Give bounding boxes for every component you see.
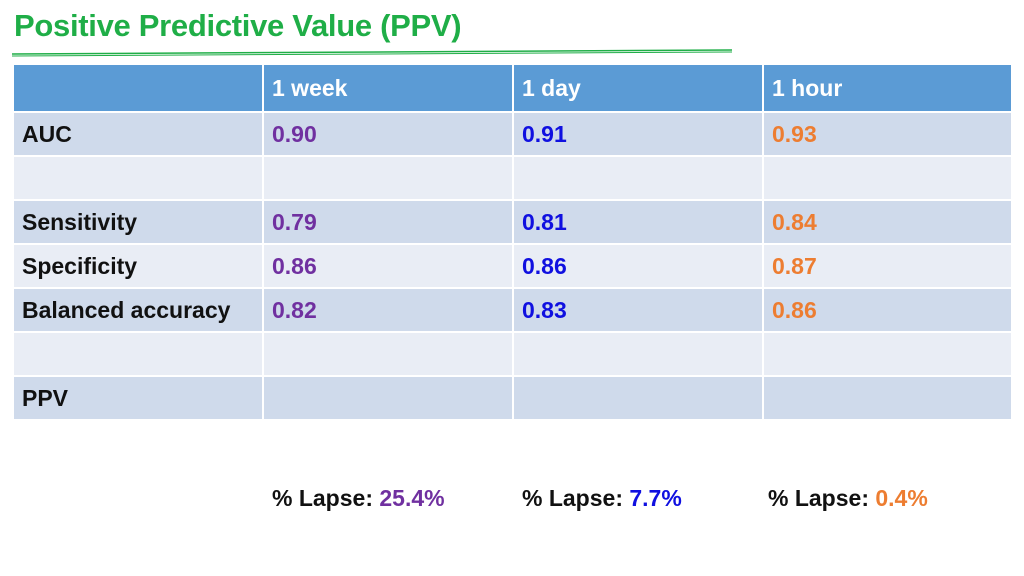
cell-week <box>262 331 514 377</box>
cell-day: 0.91 <box>512 111 764 157</box>
cell-day: 0.83 <box>512 287 764 333</box>
cell-hour: 0.86 <box>762 287 1013 333</box>
cell-hour: 0.84 <box>762 199 1013 245</box>
lapse-hour: % Lapse: 0.4% <box>768 485 928 512</box>
lapse-label: % Lapse: <box>272 485 380 511</box>
row-label <box>12 155 264 201</box>
cell-day <box>512 155 764 201</box>
lapse-value: 0.4% <box>875 485 928 511</box>
title-underline <box>12 49 732 57</box>
cell-day <box>512 331 764 377</box>
row-label: Balanced accuracy <box>12 287 264 333</box>
lapse-label: % Lapse: <box>768 485 876 511</box>
table-row-blank <box>12 155 1013 201</box>
cell-hour <box>762 331 1013 377</box>
table-row-sensitivity: Sensitivity 0.79 0.81 0.84 <box>12 199 1013 245</box>
cell-week <box>262 155 514 201</box>
table-header-row: 1 week 1 day 1 hour <box>12 63 1013 113</box>
metrics-table: 1 week 1 day 1 hour AUC 0.90 0.91 0.93 S… <box>12 63 1013 421</box>
table-row-specificity: Specificity 0.86 0.86 0.87 <box>12 243 1013 289</box>
cell-week: 0.79 <box>262 199 514 245</box>
header-cell-1-hour: 1 hour <box>762 63 1013 113</box>
table-row-ppv: PPV <box>12 375 1013 421</box>
page-title: Positive Predictive Value (PPV) <box>14 8 462 43</box>
lapse-week: % Lapse: 25.4% <box>272 485 445 512</box>
cell-hour <box>762 375 1013 421</box>
row-label: AUC <box>12 111 264 157</box>
cell-day: 0.81 <box>512 199 764 245</box>
table-row-balanced-accuracy: Balanced accuracy 0.82 0.83 0.86 <box>12 287 1013 333</box>
cell-hour: 0.87 <box>762 243 1013 289</box>
cell-week <box>262 375 514 421</box>
header-cell-1-week: 1 week <box>262 63 514 113</box>
cell-week: 0.82 <box>262 287 514 333</box>
lapse-day: % Lapse: 7.7% <box>522 485 682 512</box>
lapse-value: 7.7% <box>629 485 682 511</box>
row-label <box>12 331 264 377</box>
table-row-blank <box>12 331 1013 377</box>
table-row-auc: AUC 0.90 0.91 0.93 <box>12 111 1013 157</box>
cell-week: 0.90 <box>262 111 514 157</box>
row-label: Specificity <box>12 243 264 289</box>
header-cell-blank <box>12 63 264 113</box>
cell-hour <box>762 155 1013 201</box>
row-label: PPV <box>12 375 264 421</box>
cell-week: 0.86 <box>262 243 514 289</box>
cell-hour: 0.93 <box>762 111 1013 157</box>
lapse-label: % Lapse: <box>522 485 630 511</box>
header-cell-1-day: 1 day <box>512 63 764 113</box>
cell-day: 0.86 <box>512 243 764 289</box>
lapse-value: 25.4% <box>379 485 445 511</box>
cell-day <box>512 375 764 421</box>
row-label: Sensitivity <box>12 199 264 245</box>
